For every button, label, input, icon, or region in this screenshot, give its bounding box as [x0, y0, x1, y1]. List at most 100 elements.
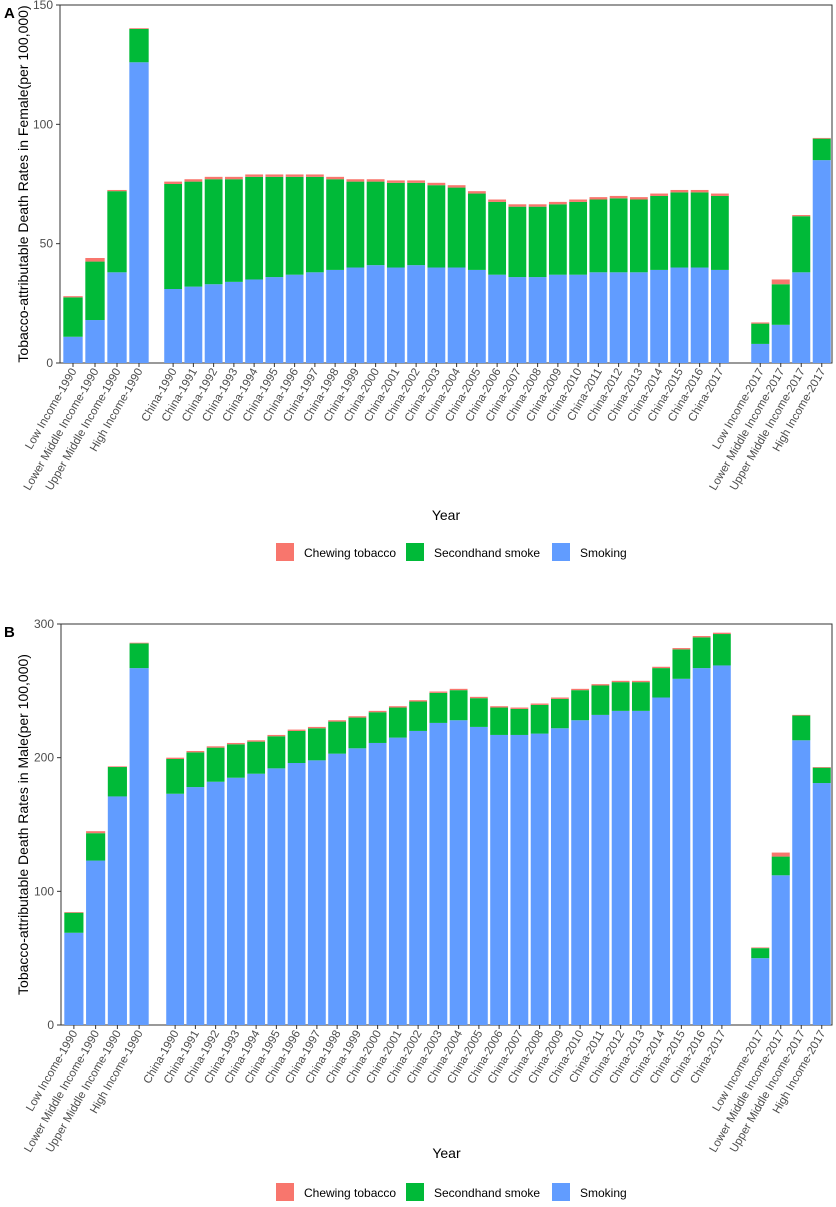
bar-smoking	[530, 733, 549, 1025]
bar-secondhand-smoke	[652, 668, 671, 698]
bar-secondhand-smoke	[771, 856, 790, 876]
bar-smoking	[287, 763, 306, 1025]
legend-label: Chewing tobacco	[304, 546, 396, 560]
bar-secondhand-smoke	[107, 191, 127, 273]
bar-smoking	[792, 740, 811, 1025]
legend-swatch	[552, 1183, 570, 1201]
bar-secondhand-smoke	[326, 179, 345, 270]
bar-chewing-tobacco	[328, 720, 347, 722]
bar-secondhand-smoke	[247, 741, 266, 774]
bar-secondhand-smoke	[409, 701, 428, 731]
bar-chewing-tobacco	[792, 215, 811, 217]
legend-swatch	[276, 1183, 294, 1201]
bar-smoking	[510, 734, 529, 1025]
bar-chewing-tobacco	[224, 176, 243, 180]
bar-chewing-tobacco	[510, 707, 529, 709]
bar-smoking	[204, 284, 223, 363]
bar-secondhand-smoke	[245, 176, 264, 280]
bar-secondhand-smoke	[429, 692, 448, 723]
bar-secondhand-smoke	[224, 179, 243, 282]
bar-smoking	[469, 726, 488, 1025]
bar-secondhand-smoke	[550, 698, 569, 729]
bar-secondhand-smoke	[166, 759, 185, 794]
bar-chewing-tobacco	[388, 706, 407, 708]
bar-chewing-tobacco	[348, 716, 367, 718]
bar-secondhand-smoke	[368, 712, 387, 743]
bar-secondhand-smoke	[812, 767, 831, 784]
bar-smoking	[285, 274, 304, 363]
bar-secondhand-smoke	[530, 704, 549, 734]
bar-secondhand-smoke	[569, 201, 588, 275]
bar-smoking	[751, 958, 770, 1025]
y-tick-label: 50	[40, 237, 54, 251]
bar-secondhand-smoke	[285, 176, 304, 275]
bars	[64, 632, 831, 1025]
bar-chewing-tobacco	[812, 767, 831, 768]
bar-secondhand-smoke	[467, 193, 486, 270]
bar-chewing-tobacco	[449, 688, 468, 691]
y-tick-label: 300	[34, 617, 54, 631]
bar-smoking	[366, 265, 385, 363]
bar-chewing-tobacco	[692, 636, 711, 638]
legend-label: Smoking	[580, 546, 627, 560]
y-tick-label: 150	[33, 0, 53, 12]
bar-smoking	[652, 697, 671, 1025]
bar-secondhand-smoke	[64, 912, 84, 933]
legend-label: Secondhand smoke	[434, 546, 540, 560]
bar-chewing-tobacco	[710, 193, 729, 196]
bar-secondhand-smoke	[609, 198, 628, 273]
bar-chewing-tobacco	[427, 182, 446, 186]
bar-smoking	[386, 267, 405, 363]
bar-chewing-tobacco	[690, 189, 709, 193]
bar-smoking	[307, 760, 326, 1025]
bar-chewing-tobacco	[107, 189, 127, 192]
legend-label: Smoking	[580, 1186, 627, 1200]
bar-smoking	[164, 289, 183, 363]
bar-chewing-tobacco	[85, 257, 105, 262]
bar-secondhand-smoke	[508, 206, 527, 278]
bar-secondhand-smoke	[407, 182, 426, 266]
bar-chewing-tobacco	[226, 742, 245, 745]
legend-swatch	[406, 1183, 424, 1201]
bar-smoking	[467, 269, 486, 363]
panel-label: B	[4, 624, 15, 641]
bar-chewing-tobacco	[550, 697, 569, 699]
bar-secondhand-smoke	[85, 261, 105, 321]
bar-chewing-tobacco	[409, 700, 428, 702]
bar-smoking	[346, 267, 365, 363]
bar-chewing-tobacco	[407, 180, 426, 183]
bar-chewing-tobacco	[812, 137, 831, 139]
bar-secondhand-smoke	[186, 752, 205, 788]
bar-chewing-tobacco	[548, 201, 567, 205]
bar-secondhand-smoke	[267, 736, 286, 769]
y-tick-label: 100	[34, 884, 54, 898]
bar-chewing-tobacco	[265, 174, 284, 177]
bar-secondhand-smoke	[184, 181, 203, 287]
bar-secondhand-smoke	[388, 707, 407, 738]
bar-chewing-tobacco	[490, 706, 509, 708]
bar-chewing-tobacco	[305, 174, 324, 177]
bar-smoking	[427, 267, 446, 363]
bar-chewing-tobacco	[285, 174, 304, 177]
bar-secondhand-smoke	[287, 730, 306, 764]
bar-smoking	[611, 710, 630, 1025]
panel-label: A	[4, 5, 15, 22]
bar-smoking	[771, 324, 790, 363]
y-tick-label: 0	[46, 356, 53, 370]
bar-chewing-tobacco	[792, 714, 811, 716]
bar-smoking	[550, 728, 569, 1025]
bar-secondhand-smoke	[129, 28, 149, 63]
bar-secondhand-smoke	[107, 767, 127, 797]
bar-secondhand-smoke	[348, 717, 367, 749]
bar-secondhand-smoke	[548, 204, 567, 275]
bar-smoking	[64, 932, 84, 1025]
legend-label: Secondhand smoke	[434, 1186, 540, 1200]
bar-chewing-tobacco	[751, 322, 770, 324]
bar-chewing-tobacco	[326, 176, 345, 180]
bar-smoking	[86, 860, 106, 1025]
bar-secondhand-smoke	[751, 323, 770, 344]
bar-chewing-tobacco	[771, 852, 790, 857]
y-axis-title: Tobacco-attributable Death Rates in Fema…	[15, 5, 31, 362]
